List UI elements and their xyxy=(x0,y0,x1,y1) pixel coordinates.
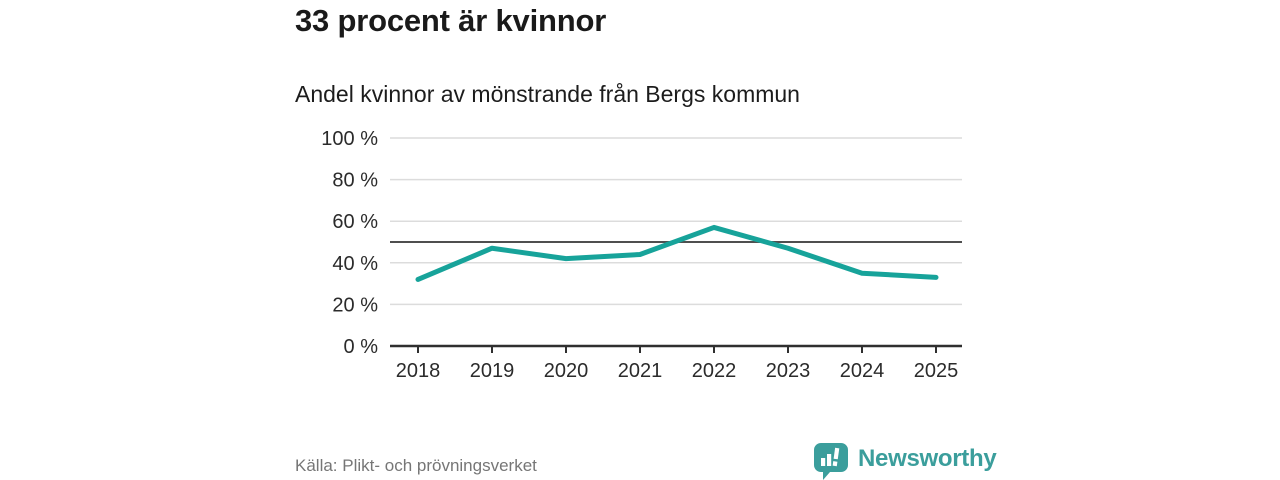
page-title: 33 procent är kvinnor xyxy=(295,3,607,38)
series-line xyxy=(415,224,939,282)
newsworthy-logo: Newsworthy xyxy=(813,442,997,480)
y-axis-label: 100 % xyxy=(321,128,378,150)
x-axis-label: 2025 xyxy=(914,360,959,382)
x-axis-label: 2023 xyxy=(766,360,811,382)
x-axis-label: 2024 xyxy=(840,360,885,382)
newsworthy-icon xyxy=(814,443,848,480)
source-caption: Källa: Plikt- och prövningsverket xyxy=(295,456,537,475)
chart-subtitle: Andel kvinnor av mönstrande från Bergs k… xyxy=(295,81,800,107)
y-axis-label: 40 % xyxy=(332,253,378,275)
x-axis-label: 2021 xyxy=(618,360,663,382)
x-axis-label: 2018 xyxy=(396,360,441,382)
y-axis-label: 20 % xyxy=(332,294,378,316)
y-axis-label: 0 % xyxy=(344,336,379,358)
bar-icon-tall xyxy=(827,454,832,466)
y-axis-label: 80 % xyxy=(332,170,378,192)
x-axis-label: 2020 xyxy=(544,360,589,382)
x-axis-label: 2022 xyxy=(692,360,737,382)
brand-name: Newsworthy xyxy=(858,445,997,472)
exclamation-icon xyxy=(832,447,840,467)
x-axis-label: 2019 xyxy=(470,360,515,382)
y-axis-label: 60 % xyxy=(332,211,378,233)
bar-icon-short xyxy=(821,458,826,466)
